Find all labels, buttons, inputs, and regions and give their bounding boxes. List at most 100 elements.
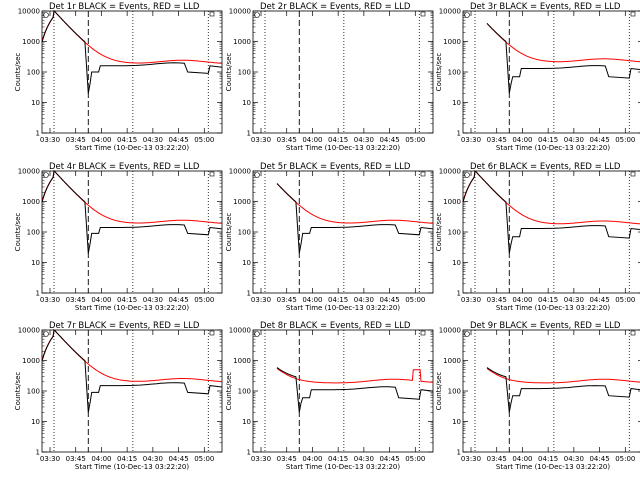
y-tick-label: 10 bbox=[452, 99, 461, 107]
y-tick-label: 10000 bbox=[229, 8, 251, 16]
x-tick-label: 03:30 bbox=[461, 136, 481, 144]
panel-4: Det 4r BLACK = Events, RED = LLD 1 10 100 10… bbox=[14, 162, 223, 312]
y-tick-label: 1 bbox=[36, 130, 40, 138]
panel-title: Det 7r BLACK = Events, RED = LLD bbox=[49, 321, 200, 331]
x-tick-label: 03:45 bbox=[277, 296, 297, 304]
y-tick-label: 100 bbox=[27, 69, 40, 77]
panel-1: Det 1r BLACK = Events, RED = LLD 1 10 100 10… bbox=[14, 2, 223, 152]
marker-symbol bbox=[43, 172, 49, 178]
y-tick-label: 1000 bbox=[233, 357, 251, 365]
y-tick-label: 10000 bbox=[439, 168, 461, 176]
events-series-line bbox=[276, 183, 434, 254]
x-axis-label: Start Time (10-Dec-13 03:22:20) bbox=[286, 144, 400, 152]
panel-title: Det 6r BLACK = Events, RED = LLD bbox=[470, 162, 621, 172]
y-tick-label: 10 bbox=[242, 259, 251, 267]
y-tick-label: 100 bbox=[238, 229, 251, 237]
x-tick-label: 04:15 bbox=[538, 296, 558, 304]
x-tick-label: 04:15 bbox=[538, 136, 558, 144]
y-tick-label: 1 bbox=[457, 290, 461, 298]
x-tick-label: 03:30 bbox=[251, 296, 271, 304]
x-tick-label: 04:45 bbox=[589, 136, 609, 144]
x-tick-label: 04:15 bbox=[117, 296, 137, 304]
x-tick-label: 04:00 bbox=[91, 296, 111, 304]
y-tick-label: 1000 bbox=[233, 38, 251, 46]
y-tick-label: 10 bbox=[31, 99, 40, 107]
x-tick-label: 04:30 bbox=[564, 136, 584, 144]
x-tick-label: 04:15 bbox=[328, 455, 348, 463]
panel-9: Det 9r BLACK = Events, RED = LLD 1 10 100 10… bbox=[435, 321, 640, 471]
lld-series-line bbox=[462, 170, 640, 225]
events-series-line bbox=[486, 23, 640, 94]
y-tick-label: 1 bbox=[36, 290, 40, 298]
y-tick-label: 10000 bbox=[439, 8, 461, 16]
lld-series-line bbox=[276, 183, 433, 224]
plot-frame bbox=[252, 10, 434, 134]
x-tick-label: 04:00 bbox=[302, 455, 322, 463]
events-series-line bbox=[486, 367, 640, 413]
x-tick-label: 03:45 bbox=[277, 455, 297, 463]
x-tick-label: 04:00 bbox=[512, 136, 532, 144]
x-tick-label: 03:30 bbox=[251, 136, 271, 144]
panel-title: Det 8r BLACK = Events, RED = LLD bbox=[260, 321, 411, 331]
x-tick-label: 05:00 bbox=[194, 296, 214, 304]
marker-symbol bbox=[254, 12, 260, 18]
marker-symbol bbox=[43, 331, 49, 337]
panel-5: Det 5r BLACK = Events, RED = LLD 1 10 100 10… bbox=[225, 162, 434, 312]
x-tick-label: 04:00 bbox=[302, 296, 322, 304]
y-tick-label: 1 bbox=[36, 449, 40, 457]
lld-series-line bbox=[486, 23, 640, 63]
y-tick-label: 1000 bbox=[22, 38, 40, 46]
x-tick-label: 05:00 bbox=[615, 296, 635, 304]
y-tick-label: 10 bbox=[31, 418, 40, 426]
panel-title: Det 2r BLACK = Events, RED = LLD bbox=[260, 2, 411, 12]
y-tick-label: 10 bbox=[452, 418, 461, 426]
x-tick-label: 04:15 bbox=[117, 136, 137, 144]
x-tick-label: 04:15 bbox=[328, 296, 348, 304]
marker-symbol bbox=[420, 330, 426, 336]
y-tick-label: 1000 bbox=[22, 357, 40, 365]
y-tick-label: 1 bbox=[247, 449, 251, 457]
x-tick-label: 04:30 bbox=[354, 455, 374, 463]
x-tick-label: 03:45 bbox=[66, 296, 86, 304]
marker-symbol bbox=[43, 12, 49, 18]
x-tick-label: 05:00 bbox=[615, 136, 635, 144]
plot-frame bbox=[41, 170, 223, 294]
x-tick-label: 05:00 bbox=[405, 296, 425, 304]
y-tick-label: 1000 bbox=[233, 198, 251, 206]
y-tick-label: 100 bbox=[238, 69, 251, 77]
y-tick-label: 100 bbox=[27, 229, 40, 237]
x-tick-label: 05:00 bbox=[405, 455, 425, 463]
x-tick-label: 04:15 bbox=[538, 455, 558, 463]
x-tick-label: 04:15 bbox=[117, 455, 137, 463]
y-tick-label: 1 bbox=[247, 290, 251, 298]
x-tick-label: 04:45 bbox=[589, 455, 609, 463]
x-tick-label: 03:30 bbox=[40, 296, 60, 304]
x-tick-label: 04:30 bbox=[354, 136, 374, 144]
y-tick-label: 1 bbox=[457, 130, 461, 138]
events-series-line bbox=[462, 170, 640, 254]
x-tick-label: 04:00 bbox=[512, 455, 532, 463]
x-tick-label: 04:30 bbox=[143, 296, 163, 304]
x-tick-label: 04:45 bbox=[168, 455, 188, 463]
y-tick-label: 10000 bbox=[229, 327, 251, 335]
plot-frame bbox=[462, 329, 640, 453]
x-tick-label: 05:00 bbox=[405, 136, 425, 144]
y-axis-label: Counts/sec bbox=[225, 53, 233, 92]
panel-title: Det 4r BLACK = Events, RED = LLD bbox=[49, 162, 200, 172]
x-tick-label: 03:30 bbox=[40, 136, 60, 144]
x-tick-label: 03:30 bbox=[461, 455, 481, 463]
y-tick-label: 100 bbox=[448, 229, 461, 237]
x-tick-label: 03:45 bbox=[487, 296, 507, 304]
events-series-line bbox=[41, 170, 223, 254]
y-tick-label: 10 bbox=[242, 418, 251, 426]
lld-series-line bbox=[41, 170, 222, 224]
y-axis-label: Counts/sec bbox=[435, 213, 443, 252]
x-axis-label: Start Time (10-Dec-13 03:22:20) bbox=[286, 463, 400, 471]
x-axis-label: Start Time (10-Dec-13 03:22:20) bbox=[75, 304, 189, 312]
y-tick-label: 10000 bbox=[439, 327, 461, 335]
plot-frame bbox=[252, 329, 434, 453]
panel-title: Det 1r BLACK = Events, RED = LLD bbox=[49, 2, 200, 12]
x-tick-label: 05:00 bbox=[194, 455, 214, 463]
x-tick-label: 03:45 bbox=[277, 136, 297, 144]
y-axis-label: Counts/sec bbox=[14, 53, 22, 92]
